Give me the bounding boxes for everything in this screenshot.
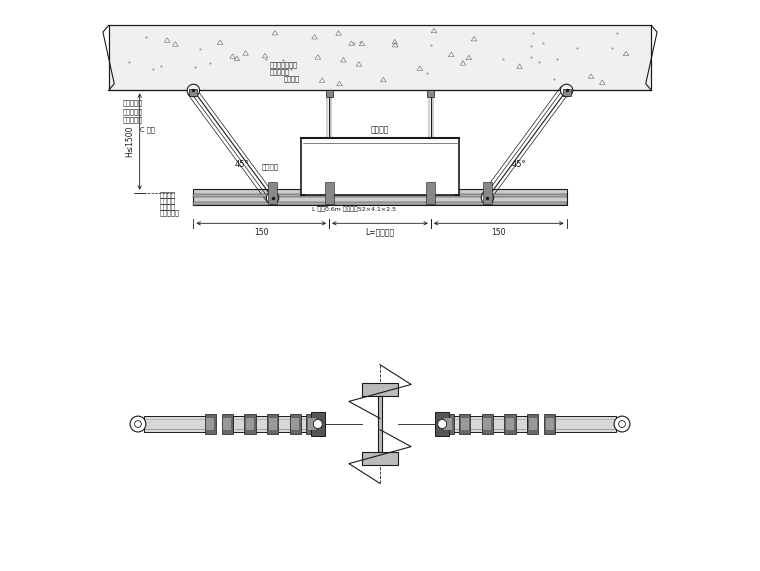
Text: 150: 150: [254, 228, 268, 236]
Text: 箍型组夹: 箍型组夹: [160, 191, 176, 198]
Text: L 大于0.6m 时千个于52×4.1×2.5: L 大于0.6m 时千个于52×4.1×2.5: [312, 206, 396, 212]
Bar: [189, 89, 198, 96]
Bar: [144, 416, 211, 432]
Bar: [309, 419, 316, 429]
Text: 防松螺母: 防松螺母: [160, 204, 176, 210]
Bar: [109, 25, 651, 90]
Bar: [378, 396, 382, 452]
Text: 开孔连螺栓锁本: 开孔连螺栓锁本: [270, 61, 298, 68]
Circle shape: [266, 192, 279, 204]
Bar: [362, 452, 398, 465]
Text: 防松活螺栓: 防松活螺栓: [122, 116, 143, 123]
Bar: [244, 414, 255, 435]
Text: C型钢构: C型钢构: [312, 200, 329, 206]
Bar: [427, 90, 434, 97]
Bar: [506, 419, 514, 429]
Text: H≤1500: H≤1500: [125, 126, 134, 158]
Bar: [426, 182, 435, 203]
Bar: [529, 419, 537, 429]
Bar: [268, 182, 277, 203]
Bar: [549, 416, 616, 432]
Bar: [483, 182, 492, 203]
Bar: [435, 412, 449, 436]
Bar: [233, 416, 318, 432]
Bar: [483, 419, 492, 429]
Bar: [290, 414, 301, 435]
Text: 加固装置: 加固装置: [284, 76, 300, 82]
Circle shape: [187, 84, 200, 96]
Bar: [442, 416, 527, 432]
Text: 后扩底锚栓: 后扩底锚栓: [122, 99, 143, 106]
Circle shape: [481, 192, 494, 204]
Text: C 槽钢: C 槽钢: [140, 126, 154, 132]
Bar: [193, 202, 567, 204]
Bar: [311, 412, 325, 436]
Text: 全螺纹吊杆: 全螺纹吊杆: [270, 69, 290, 75]
Text: 管在装置: 管在装置: [261, 163, 278, 170]
Bar: [325, 182, 334, 203]
Bar: [204, 414, 216, 435]
Bar: [268, 419, 277, 429]
Bar: [246, 419, 254, 429]
Bar: [223, 419, 231, 429]
Bar: [482, 414, 493, 435]
Bar: [546, 419, 553, 429]
Bar: [444, 419, 451, 429]
Circle shape: [560, 84, 573, 96]
Circle shape: [313, 420, 322, 429]
Bar: [291, 419, 299, 429]
Bar: [193, 194, 567, 197]
Text: 箍型组夹: 箍型组夹: [160, 198, 176, 204]
Bar: [505, 414, 516, 435]
Text: 150: 150: [492, 228, 506, 236]
Bar: [459, 414, 470, 435]
Text: 电缆桥架: 电缆桥架: [371, 126, 389, 135]
Text: 45°: 45°: [234, 160, 249, 169]
Bar: [193, 189, 567, 204]
Text: 抗震连接件: 抗震连接件: [122, 108, 143, 115]
Bar: [267, 414, 278, 435]
Bar: [461, 419, 469, 429]
Circle shape: [130, 416, 146, 432]
Bar: [301, 139, 459, 195]
Bar: [527, 414, 538, 435]
Text: 45°: 45°: [511, 160, 526, 169]
Bar: [442, 414, 454, 435]
Bar: [562, 89, 571, 96]
Circle shape: [438, 420, 447, 429]
Circle shape: [614, 416, 630, 432]
Text: L=桥架宽度: L=桥架宽度: [366, 228, 394, 236]
Text: 外六角螺栓: 外六角螺栓: [160, 210, 179, 216]
Bar: [362, 383, 398, 396]
Bar: [326, 90, 333, 97]
Bar: [544, 414, 556, 435]
Bar: [222, 414, 233, 435]
Bar: [306, 414, 318, 435]
Bar: [207, 419, 214, 429]
